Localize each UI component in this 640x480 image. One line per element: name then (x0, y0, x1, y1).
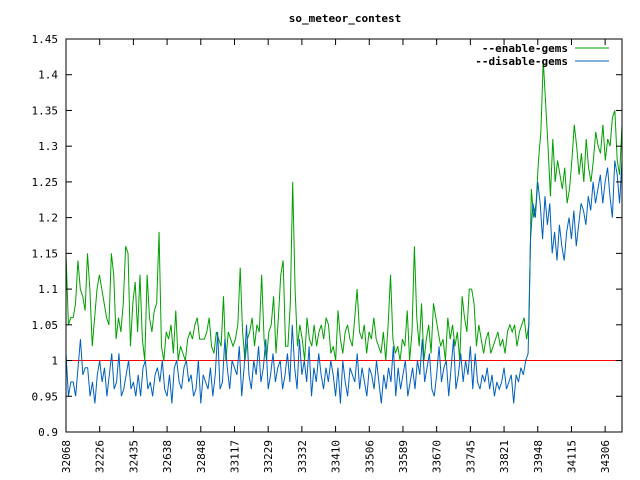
y-tick-label: 1.25 (32, 176, 59, 189)
plot-frame (65, 38, 623, 433)
x-tick-label: 32638 (161, 440, 174, 473)
y-tick-label: 1.15 (32, 247, 59, 260)
legend-label-disable-gems: --disable-gems (475, 55, 568, 68)
x-tick-label: 33117 (228, 440, 241, 473)
chart-title: so_meteor_contest (289, 12, 402, 25)
x-tick-label: 32068 (60, 440, 73, 473)
x-tick-label: 33410 (330, 440, 343, 473)
legend-label-enable-gems: --enable-gems (482, 42, 568, 55)
y-tick-label: 1.45 (32, 33, 59, 46)
x-tick-label: 33745 (464, 440, 477, 473)
y-tick-label: 1 (51, 355, 58, 368)
x-tick-label: 33948 (532, 440, 545, 473)
x-tick-label: 33670 (431, 440, 444, 473)
x-tick-label: 32435 (127, 440, 140, 473)
axes-layer: 0.9 0.95 1 1.05 1.1 1.15 1.2 1.25 1.3 1.35 1.4 1.45… (32, 33, 623, 473)
x-tick-label: 33589 (397, 440, 410, 473)
x-tick-label: 33229 (262, 440, 275, 473)
y-tick-label: 1.3 (38, 140, 58, 153)
y-tick-label: 1.1 (38, 283, 58, 296)
y-tick-label: 1.35 (32, 104, 59, 117)
x-tick-label: 33821 (498, 440, 511, 473)
x-tick-label: 33506 (363, 440, 376, 473)
y-tick-label: 1.4 (38, 69, 58, 82)
series-layer (65, 60, 623, 404)
y-tick-label: 0.95 (32, 390, 59, 403)
series-line-disable-gems (65, 160, 623, 404)
x-tick-label: 32226 (94, 440, 107, 473)
legend: --enable-gems --disable-gems (475, 42, 609, 68)
x-tick-label: 32848 (195, 440, 208, 473)
x-tick-label: 33332 (296, 440, 309, 473)
x-tick-label: 34115 (565, 440, 578, 473)
series-line-enable-gems (65, 60, 623, 361)
y-tick-label: 1.2 (38, 212, 58, 225)
x-tick-label: 34306 (599, 440, 612, 473)
y-tick-label: 1.05 (32, 319, 59, 332)
y-tick-label: 0.9 (38, 426, 58, 439)
